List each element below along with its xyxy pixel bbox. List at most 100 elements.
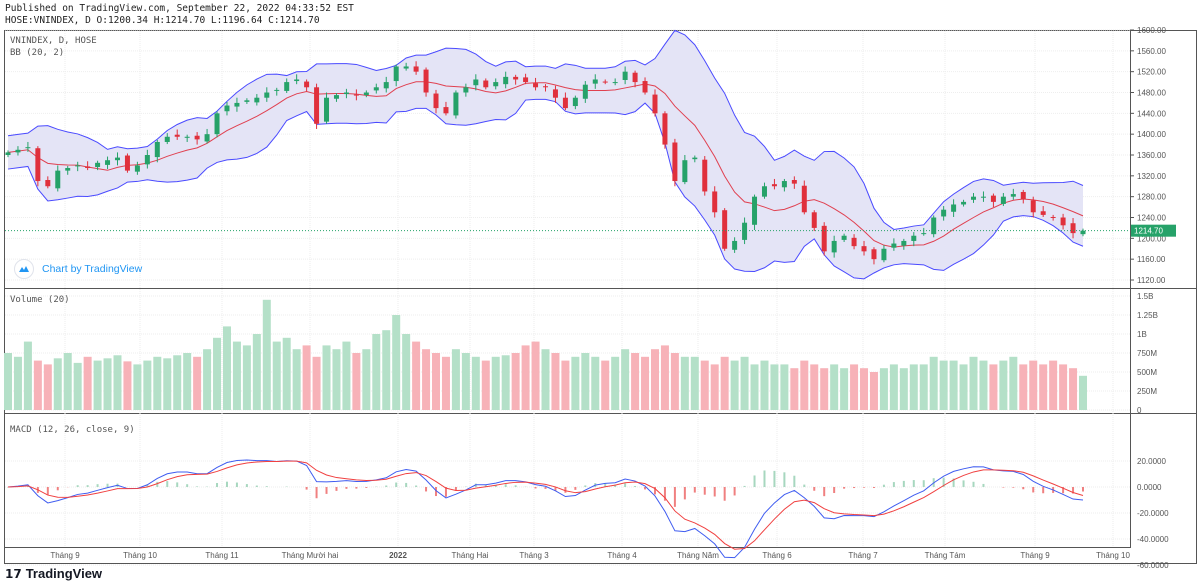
candle-body [841, 235, 847, 240]
x-tick-label: Tháng Hai [452, 551, 489, 560]
candle-body [5, 152, 11, 155]
macd-histogram-bar [624, 483, 627, 487]
candle-body [682, 160, 688, 183]
macd-histogram-bar [753, 475, 756, 487]
candle-body [114, 157, 120, 161]
macd-histogram-bar [803, 484, 806, 487]
volume-bar [969, 356, 978, 410]
tradingview-logo[interactable]: 𝟭𝟳 TradingView [5, 566, 102, 581]
candle-body [453, 92, 459, 116]
macd-legend[interactable]: MACD (12, 26, close, 9) [10, 425, 135, 435]
candle-body [75, 165, 81, 167]
volume-tick-label: 750M [1137, 349, 1157, 358]
candle-body [433, 93, 439, 109]
volume-bar [451, 349, 460, 410]
macd-histogram-bar [743, 485, 746, 487]
x-tick-label: Tháng 9 [1020, 551, 1050, 560]
volume-bar [899, 368, 908, 410]
candle-body [124, 155, 130, 171]
x-tick-label: Tháng 11 [205, 551, 239, 560]
macd-histogram-bar [1012, 487, 1015, 488]
volume-bar [850, 364, 859, 410]
candle-body [314, 87, 320, 124]
candle-body [45, 180, 51, 187]
volume-bar [641, 356, 650, 410]
candle-body [234, 102, 240, 107]
volume-bar [232, 341, 241, 410]
candle-body [324, 97, 330, 122]
macd-histogram-bar [813, 487, 816, 491]
macd-histogram-bar [1022, 487, 1025, 490]
macd-histogram-bar [1002, 487, 1005, 488]
bb-legend[interactable]: BB (20, 2) [10, 48, 65, 58]
volume-bar [292, 349, 301, 410]
candle-body [652, 94, 658, 114]
volume-bar [33, 360, 42, 410]
volume-bar [432, 353, 441, 410]
candle-body [632, 72, 638, 83]
volume-legend[interactable]: Volume (20) [10, 295, 70, 305]
volume-tick-label: 1.25B [1137, 311, 1158, 320]
macd-histogram-bar [265, 486, 268, 487]
macd-histogram-bar [335, 487, 338, 491]
volume-bar [561, 360, 570, 410]
macd-histogram-bar [902, 480, 905, 487]
volume-bar [780, 364, 789, 410]
macd-histogram-bar [703, 487, 706, 495]
macd-histogram-bar [435, 487, 438, 497]
candle-body [742, 222, 748, 240]
volume-bar [362, 349, 371, 410]
chart-by-tradingview-link[interactable]: Chart by TradingView [14, 259, 142, 279]
signal-line [7, 460, 1084, 550]
x-tick-label: 2022 [389, 551, 407, 560]
volume-bar [103, 358, 112, 410]
candle-body [971, 196, 977, 200]
brand-label: TradingView [25, 566, 103, 581]
price-tick-label: 1520.00 [1137, 68, 1166, 77]
candle-body [672, 142, 678, 182]
macd-histogram-bar [444, 487, 447, 497]
candle-body [572, 97, 578, 107]
price-tick-label: 1320.00 [1137, 172, 1166, 181]
volume-bar [1009, 356, 1018, 410]
macd-histogram-bar [922, 480, 925, 487]
volume-bar [511, 353, 520, 410]
x-tick-label: Tháng 3 [519, 551, 549, 560]
candle-body [921, 233, 927, 235]
macd-histogram-bar [225, 481, 228, 487]
macd-histogram-bar [972, 481, 975, 487]
macd-histogram-bar [186, 484, 189, 487]
candle-body [761, 186, 767, 197]
volume-bar [412, 341, 421, 410]
volume-bar [242, 345, 251, 410]
volume-bar [680, 356, 689, 410]
macd-tick-label: -20.0000 [1137, 509, 1169, 518]
candle-body [204, 134, 210, 142]
macd-histogram-bar [604, 483, 607, 487]
candle-body [224, 105, 230, 112]
price-tick-label: 1240.00 [1137, 214, 1166, 223]
candle-body [801, 185, 807, 213]
macd-histogram-bar [454, 487, 457, 491]
volume-bar [1059, 364, 1068, 410]
volume-bar [173, 355, 182, 410]
volume-bar [740, 356, 749, 410]
candle-body [871, 249, 877, 260]
volume-bar [43, 364, 52, 410]
volume-bar [153, 356, 162, 410]
candle-body [294, 79, 300, 82]
candle-body [194, 135, 200, 140]
macd-histogram-bar [554, 487, 557, 491]
volume-bar [63, 353, 72, 410]
ohlc-line: HOSE:VNINDEX, D O:1200.34 H:1214.70 L:11… [5, 15, 320, 26]
volume-bar [551, 353, 560, 410]
volume-bar [591, 356, 600, 410]
candle-body [184, 136, 190, 138]
macd-histogram-bar [235, 482, 238, 487]
macd-histogram-bar [1082, 487, 1084, 492]
candle-body [154, 141, 160, 158]
macd-histogram-bar [76, 485, 79, 487]
price-tick-label: 1160.00 [1137, 255, 1166, 264]
macd-histogram-bar [245, 484, 248, 487]
